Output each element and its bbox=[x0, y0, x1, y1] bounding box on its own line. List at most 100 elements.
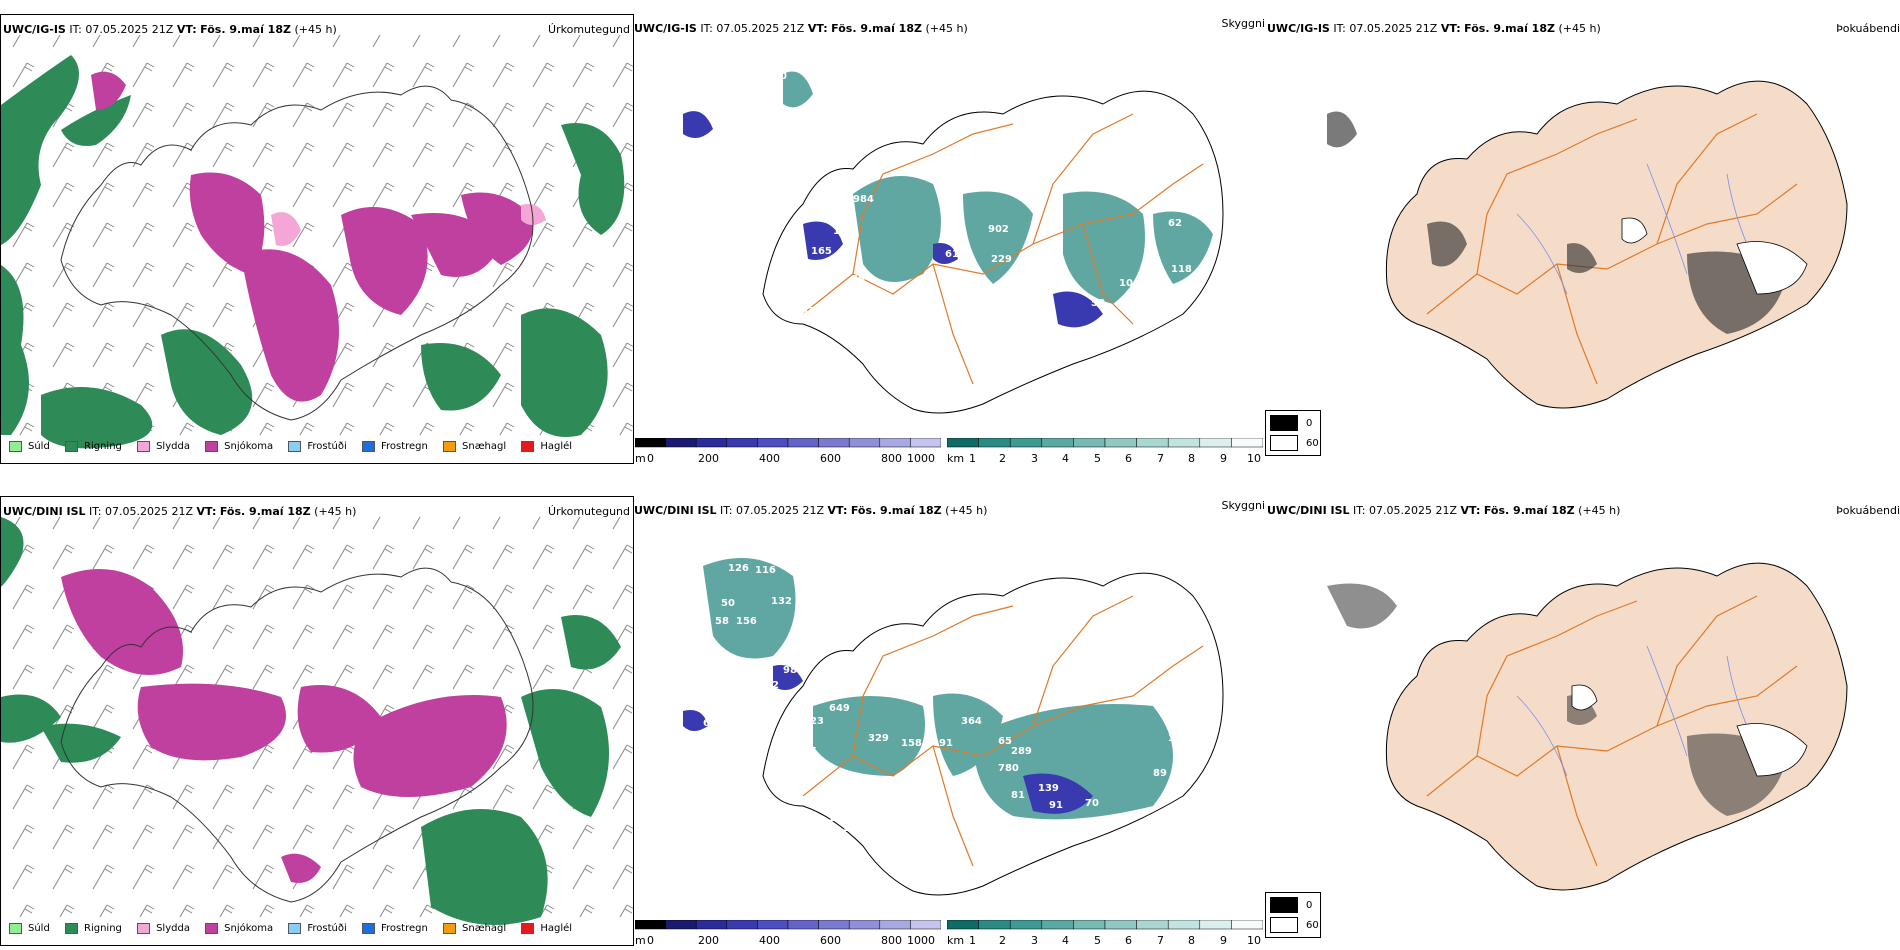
colorbar-tick: 1000 bbox=[907, 934, 935, 947]
colorbar-tick: 2 bbox=[999, 452, 1006, 465]
cloud-label: 81 bbox=[1011, 790, 1025, 801]
colorbar-tick: 6 bbox=[1125, 452, 1132, 465]
panel-title: Úrkomutegund bbox=[548, 505, 630, 518]
colorbar-tick: 0 bbox=[647, 452, 654, 465]
cloud-label: 289 bbox=[1011, 746, 1032, 757]
cloud-label: 649 bbox=[829, 703, 850, 714]
cloud-label: 165 bbox=[811, 246, 832, 257]
cloud-label: 63 bbox=[703, 718, 717, 729]
cloud-label: 58 bbox=[1091, 298, 1105, 309]
legend-item: Súld bbox=[9, 441, 50, 452]
cloud-label: 36 bbox=[1061, 336, 1075, 347]
fog-legend: 0 60 bbox=[1265, 410, 1321, 456]
cloud-label: 329 bbox=[868, 733, 889, 744]
fog-legend-item: 0 bbox=[1270, 415, 1312, 431]
colorbar-tick: 5 bbox=[1094, 452, 1101, 465]
cloud-label: 119 bbox=[833, 226, 854, 237]
cloud-label: 308 bbox=[853, 291, 874, 302]
cloudbase-panel-bottom: UWC/DINI ISL IT: 07.05.2025 21Z VT: Fös.… bbox=[633, 496, 1321, 947]
cloud-label: 57 bbox=[801, 306, 815, 317]
cloud-label: 100 bbox=[833, 780, 854, 791]
legend-item: Frostregn bbox=[361, 441, 428, 452]
legend-item: Snæhagl bbox=[443, 441, 506, 452]
colorbar-tick: 600 bbox=[820, 934, 841, 947]
colorbar-tick: 400 bbox=[759, 452, 780, 465]
legend-swatch bbox=[9, 923, 22, 934]
cloud-label: 50 bbox=[783, 718, 797, 729]
legend-swatch bbox=[521, 441, 535, 452]
cloud-label: 58 bbox=[715, 616, 729, 627]
legend-item: Haglél bbox=[521, 441, 572, 452]
cloud-label: 43 bbox=[991, 348, 1005, 359]
cloud-label: 22 bbox=[715, 104, 729, 115]
colorbar-tick: 1 bbox=[969, 934, 976, 947]
colorbar-tick: 10 bbox=[1247, 452, 1261, 465]
cloud-label: 156 bbox=[736, 616, 757, 627]
cloud-label: 219 bbox=[1011, 267, 1032, 278]
cloud-label: 984 bbox=[853, 194, 874, 205]
legend-swatch bbox=[288, 441, 302, 452]
fog-map bbox=[1327, 562, 1848, 891]
cloud-label: 682 bbox=[803, 283, 824, 294]
fog-panel-top: UWC/IG-IS IT: 07.05.2025 21Z VT: Fös. 9.… bbox=[1267, 14, 1900, 462]
cloud-label: 395 bbox=[968, 328, 989, 339]
legend-item: Súld bbox=[9, 923, 50, 934]
cloudbase-panel-top: UWC/IG-IS IT: 07.05.2025 21Z VT: Fös. 9.… bbox=[633, 14, 1321, 465]
cloud-label: 78 bbox=[703, 136, 717, 147]
cloud-label: 94 bbox=[1011, 308, 1025, 319]
colorbar-tick: 4 bbox=[1062, 934, 1069, 947]
cloud-label: 119 bbox=[908, 366, 929, 377]
panel-title: Skyggni bbox=[1221, 17, 1265, 30]
legend-item: Slydda bbox=[137, 441, 190, 452]
cloud-label: 106 bbox=[1119, 278, 1140, 289]
cloud-label: 65 bbox=[998, 736, 1012, 747]
panel-header: UWC/IG-IS IT: 07.05.2025 21Z VT: Fös. 9.… bbox=[1267, 22, 1601, 35]
cloud-label: 50 bbox=[721, 598, 735, 609]
cloud-label: 68 bbox=[851, 274, 865, 285]
cloudbase-map: 10 22 78 984 119 165 61 902 229 219 62 1… bbox=[683, 71, 1224, 414]
colorbar-tick: 200 bbox=[698, 934, 719, 947]
colorbar-tick: 1 bbox=[969, 452, 976, 465]
cloud-label: 91 bbox=[1049, 800, 1063, 811]
legend-item: Snæhagl bbox=[443, 923, 506, 934]
cloud-label: 70 bbox=[1085, 798, 1099, 809]
fog-legend-item: 60 bbox=[1270, 917, 1319, 933]
fog-legend: 0 60 bbox=[1265, 892, 1321, 938]
cloud-label: 118 bbox=[1171, 264, 1192, 275]
legend-item: Snjókoma bbox=[205, 441, 273, 452]
colorbar-tick: 3 bbox=[1031, 452, 1038, 465]
cloud-label: 81 bbox=[793, 251, 807, 262]
cloud-label: 126 bbox=[728, 563, 749, 574]
cloud-label: 132 bbox=[771, 596, 792, 607]
colorbar-tick: 8 bbox=[1188, 452, 1195, 465]
colorbar-tick: 800 bbox=[881, 452, 902, 465]
cloud-label: 116 bbox=[755, 565, 776, 576]
legend-item: Frostúði bbox=[288, 923, 347, 934]
legend-item: Frostúði bbox=[288, 441, 347, 452]
cloud-label: 86 bbox=[1013, 326, 1027, 337]
cloud-label: 780 bbox=[998, 763, 1019, 774]
precip-legend: Súld Rigning Slydda Snjókoma Frostúði Fr… bbox=[9, 923, 584, 937]
cloud-label: 229 bbox=[991, 254, 1012, 265]
cloud-label: 139 bbox=[1038, 783, 1059, 794]
colorbar-tick: 4 bbox=[1062, 452, 1069, 465]
panel-title: Úrkomutegund bbox=[548, 23, 630, 36]
colorbar-tick: 600 bbox=[820, 452, 841, 465]
cloud-label: 121 bbox=[926, 863, 947, 874]
cloudbase-colorbar: m 0 200 400 600 800 1000 bbox=[635, 438, 941, 466]
legend-swatch bbox=[288, 923, 302, 934]
legend-item: Frostregn bbox=[361, 923, 428, 934]
cloud-label: 364 bbox=[961, 716, 982, 727]
colorbar-tick: 8 bbox=[1188, 934, 1195, 947]
fog-legend-item: 0 bbox=[1270, 897, 1312, 913]
colorbar-tick: 1000 bbox=[907, 452, 935, 465]
colorbar-tick: 2 bbox=[999, 934, 1006, 947]
legend-swatch bbox=[137, 923, 151, 934]
fog-legend-item: 60 bbox=[1270, 435, 1319, 451]
colorbar-tick: 9 bbox=[1220, 934, 1227, 947]
precip-type-panel-top: UWC/IG-IS IT: 07.05.2025 21Z VT: Fös. 9.… bbox=[0, 14, 634, 464]
cloud-label: 83 bbox=[761, 718, 775, 729]
legend-swatch bbox=[521, 923, 535, 934]
legend-swatch bbox=[137, 441, 151, 452]
cloudbase-map: 126 116 50 58 156 132 72 98 63 83 50 523… bbox=[683, 558, 1224, 896]
